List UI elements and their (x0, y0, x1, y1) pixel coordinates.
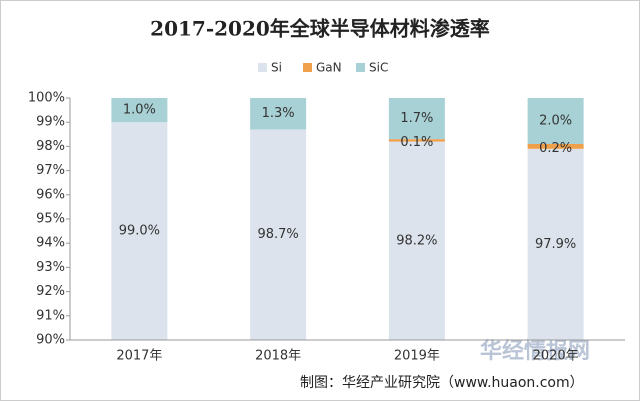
y-tick-label: 91% (36, 308, 65, 323)
y-tick-label: 98% (36, 139, 65, 154)
bar-segment (250, 98, 307, 130)
legend-swatch (303, 63, 312, 72)
bar-segment (388, 98, 445, 140)
data-label: 99.0% (119, 224, 160, 239)
y-tick-label: 100% (28, 91, 65, 106)
bar-segment (388, 141, 445, 340)
bar-segment (111, 98, 168, 123)
y-tick-label: 95% (36, 212, 65, 227)
data-label: 2.0% (539, 113, 572, 128)
legend-swatch (356, 63, 365, 72)
data-label: 97.9% (535, 237, 576, 252)
legend-swatch (258, 63, 267, 72)
data-label: 1.0% (123, 103, 156, 118)
source: 制图：华经产业研究院（www.huaon.com） (300, 375, 584, 391)
y-tick-label: 93% (36, 260, 65, 275)
bar-segment (527, 143, 584, 149)
data-label: 0.2% (539, 141, 572, 156)
x-tick-label: 2017年 (116, 349, 162, 364)
data-label: 1.7% (400, 111, 433, 126)
x-tick-label: 2018年 (255, 349, 301, 364)
y-tick-label: 90% (36, 333, 65, 348)
x-tick-label: 2019年 (394, 349, 440, 364)
bar-segment (250, 129, 307, 340)
y-tick-label: 99% (36, 115, 65, 130)
watermark: 华经情报网 (480, 338, 590, 364)
bar-segment (111, 122, 168, 340)
y-tick-label: 94% (36, 236, 65, 251)
plot-area (111, 98, 584, 340)
chart-title: 2017-2020年全球半导体材料渗透率 (150, 17, 490, 41)
bar-segment (527, 148, 584, 340)
data-label: 1.3% (262, 106, 295, 121)
legend-label: SiC (369, 61, 388, 75)
legend-label: Si (271, 61, 282, 75)
data-label: 0.1% (400, 135, 433, 150)
bar-segment (527, 98, 584, 144)
data-label: 98.2% (396, 233, 437, 248)
y-tick-label: 97% (36, 163, 65, 178)
x-tick-label: 2020年 (533, 349, 579, 364)
data-label: 98.7% (257, 227, 298, 242)
y-tick-label: 92% (36, 284, 65, 299)
legend-label: GaN (316, 61, 342, 75)
y-tick-label: 96% (36, 187, 65, 202)
bar-segment (388, 139, 445, 142)
